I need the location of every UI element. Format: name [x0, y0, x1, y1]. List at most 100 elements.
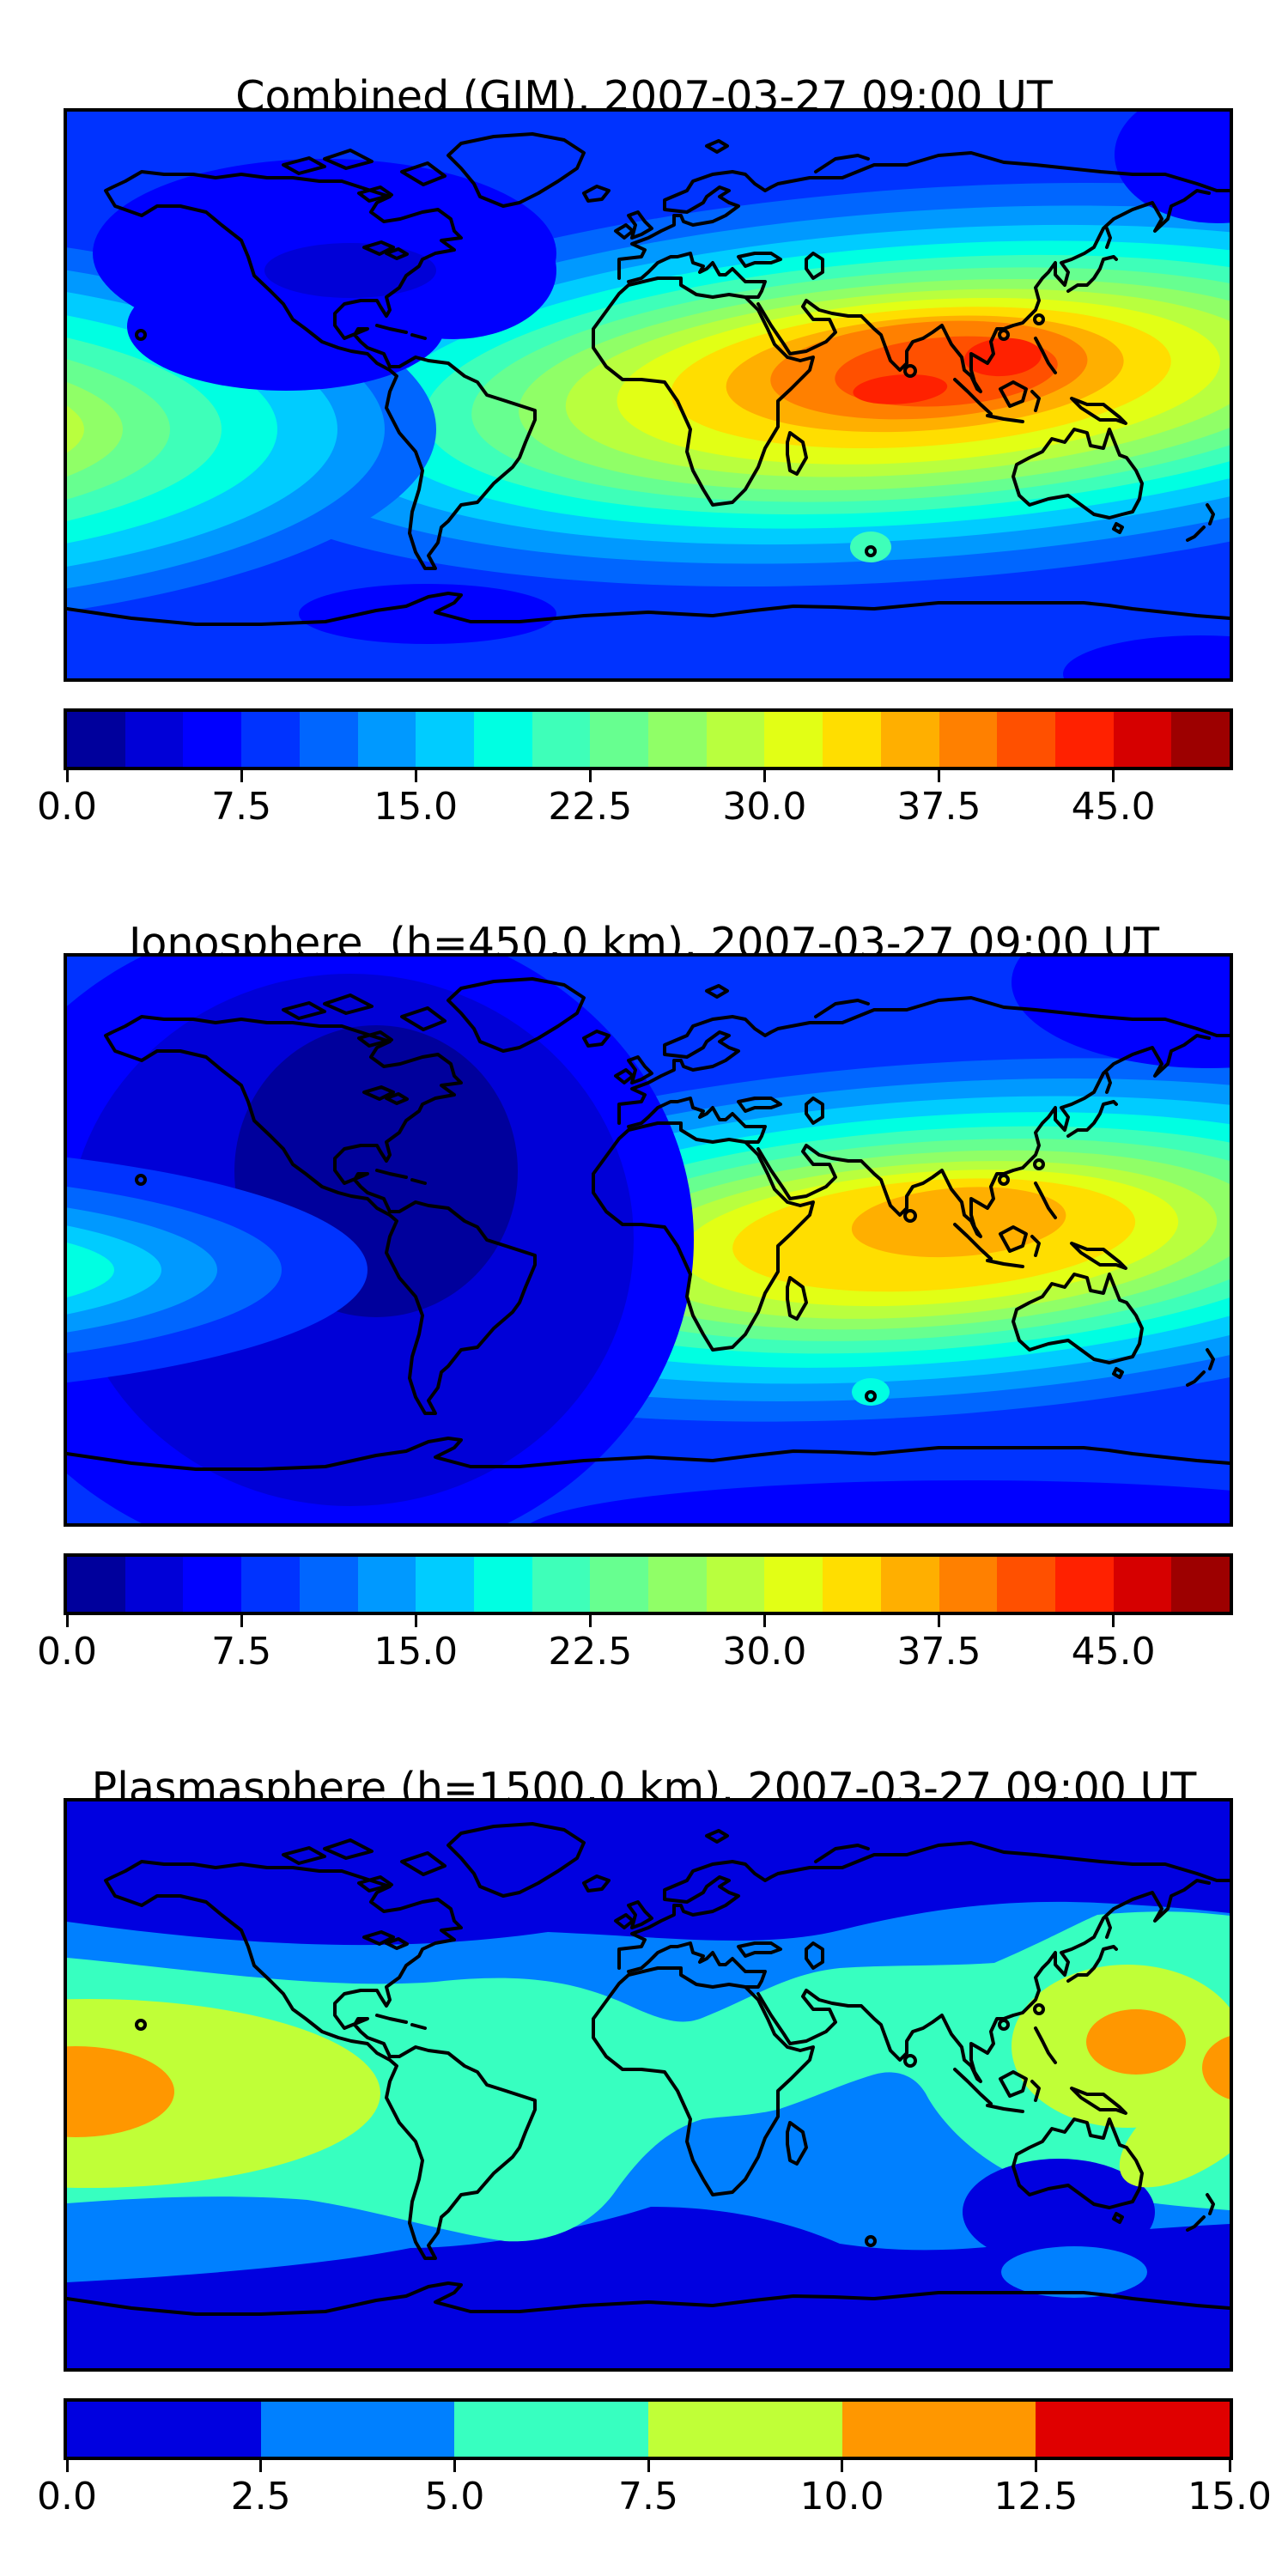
tick-mark — [588, 770, 592, 782]
colorbar-segment — [416, 712, 474, 767]
tick-mark — [1112, 770, 1115, 782]
colorbar-segment — [67, 2402, 261, 2457]
tick-label: 2.5 — [230, 2475, 291, 2518]
colorbar-segment — [939, 712, 998, 767]
tick-mark — [1034, 2460, 1037, 2472]
tick-mark — [762, 770, 766, 782]
colorbar-segment — [706, 712, 765, 767]
tick-mark — [65, 2460, 69, 2472]
tick-mark — [453, 2460, 456, 2472]
tick-mark — [938, 770, 940, 782]
tick-label: 22.5 — [548, 785, 633, 829]
contour-layer — [67, 112, 1230, 678]
tick-label: 15.0 — [374, 785, 459, 829]
colorbar-segment — [357, 712, 416, 767]
colorbar-segment — [823, 1557, 881, 1612]
tick-label: 45.0 — [1071, 1630, 1156, 1674]
colorbar-segment — [1113, 712, 1172, 767]
tick-label: 0.0 — [37, 785, 97, 829]
colorbar-segment — [1054, 1557, 1114, 1612]
colorbar-ticks-plasmasphere: 0.0 2.5 5.0 7.5 10.0 12.5 15.0 — [37, 2460, 1272, 2527]
colorbar-segment — [823, 712, 881, 767]
tick-mark — [65, 770, 69, 782]
colorbar-segment — [1036, 2402, 1230, 2457]
colorbar-segment — [590, 712, 649, 767]
tick-mark — [65, 1615, 69, 1627]
tick-mark — [647, 2460, 650, 2472]
tick-mark — [414, 770, 417, 782]
tick-label: 7.5 — [211, 785, 272, 829]
colorbar-segment — [416, 1557, 474, 1612]
tick-mark — [1228, 2460, 1231, 2472]
tick-mark — [259, 2460, 263, 2472]
contour-layer — [67, 1801, 1230, 2368]
colorbar-segment — [648, 2402, 842, 2457]
colorbar-segment — [1054, 712, 1114, 767]
colorbar-segment — [532, 1557, 591, 1612]
tick-label: 12.5 — [993, 2475, 1078, 2518]
colorbar-segment — [880, 1557, 939, 1612]
tick-label: 5.0 — [424, 2475, 485, 2518]
colorbar-segment — [299, 712, 358, 767]
colorbar-segment — [764, 1557, 823, 1612]
colorbar-segment — [939, 1557, 998, 1612]
colorbar-segment — [648, 1557, 707, 1612]
tick-mark — [240, 770, 243, 782]
colorbar-segment — [299, 1557, 358, 1612]
colorbar-segment — [1171, 1557, 1230, 1612]
colorbar-segment — [590, 1557, 649, 1612]
colorbar-segment — [241, 1557, 300, 1612]
contour-layer — [67, 957, 1230, 1523]
tick-label: 10.0 — [799, 2475, 884, 2518]
colorbar-segment — [183, 712, 242, 767]
colorbar-segment — [997, 1557, 1055, 1612]
tick-label: 30.0 — [722, 1630, 807, 1674]
tick-label: 37.5 — [896, 1630, 981, 1674]
colorbar-segment — [473, 1557, 532, 1612]
world-map-combined — [64, 108, 1233, 682]
colorbar-segment — [454, 2402, 649, 2457]
colorbar-plasmasphere — [64, 2398, 1233, 2460]
tick-label: 15.0 — [1188, 2475, 1272, 2518]
tick-mark — [762, 1615, 766, 1627]
colorbar-segment — [880, 712, 939, 767]
colorbar-ticks-ionosphere: 0.0 7.5 15.0 22.5 30.0 37.5 45.0 — [37, 1615, 1230, 1682]
tick-mark — [1112, 1615, 1115, 1627]
tick-label: 0.0 — [37, 2475, 97, 2518]
tick-mark — [938, 1615, 940, 1627]
tick-mark — [841, 2460, 844, 2472]
colorbar-ticks-combined: 0.0 7.5 15.0 22.5 30.0 37.5 45.0 — [37, 770, 1230, 837]
tick-label: 7.5 — [211, 1630, 272, 1674]
tick-label: 15.0 — [374, 1630, 459, 1674]
tick-label: 0.0 — [37, 1630, 97, 1674]
colorbar-segment — [1171, 712, 1230, 767]
colorbar-segment — [125, 1557, 184, 1612]
world-map-plasmasphere — [64, 1798, 1233, 2372]
colorbar-combined — [64, 708, 1233, 770]
tick-label: 7.5 — [618, 2475, 678, 2518]
colorbar-segment — [241, 712, 300, 767]
colorbar-segment — [841, 2402, 1036, 2457]
colorbar-segment — [1113, 1557, 1172, 1612]
colorbar-segment — [67, 712, 125, 767]
colorbar-segment — [764, 712, 823, 767]
colorbar-segment — [997, 712, 1055, 767]
tick-label: 45.0 — [1071, 785, 1156, 829]
colorbar-segment — [648, 712, 707, 767]
colorbar-segment — [532, 712, 591, 767]
colorbar-segment — [473, 712, 532, 767]
colorbar-ionosphere — [64, 1553, 1233, 1615]
colorbar-segment — [260, 2402, 455, 2457]
colorbar-segment — [357, 1557, 416, 1612]
tick-label: 30.0 — [722, 785, 807, 829]
colorbar-segment — [125, 712, 184, 767]
colorbar-segment — [67, 1557, 125, 1612]
tick-mark — [414, 1615, 417, 1627]
tick-label: 37.5 — [896, 785, 981, 829]
tick-label: 22.5 — [548, 1630, 633, 1674]
colorbar-segment — [706, 1557, 765, 1612]
tick-mark — [588, 1615, 592, 1627]
colorbar-segment — [183, 1557, 242, 1612]
world-map-ionosphere — [64, 953, 1233, 1527]
